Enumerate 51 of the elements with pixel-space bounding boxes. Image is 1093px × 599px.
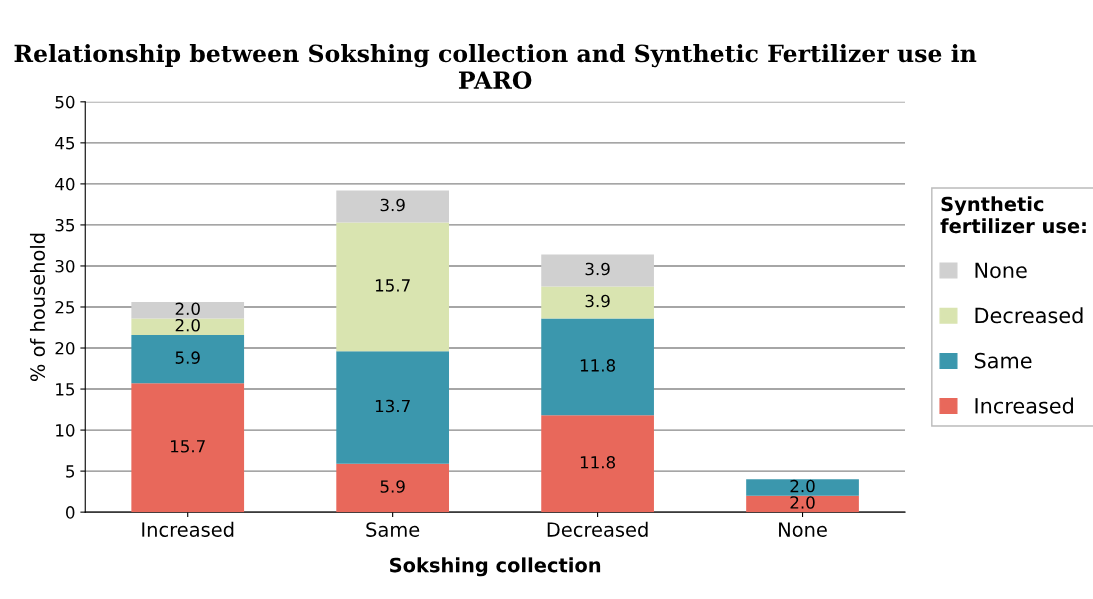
bar bbox=[131, 334, 245, 384]
legend-label: Increased bbox=[975, 397, 1073, 414]
y-tick-label: 5 bbox=[66, 465, 75, 478]
bar bbox=[336, 222, 450, 352]
data-label: 11.8 bbox=[580, 359, 616, 372]
data-label: 3.9 bbox=[585, 262, 610, 276]
data-label: 2.0 bbox=[790, 479, 815, 493]
legend-label: Decreased bbox=[975, 307, 1083, 324]
bar bbox=[541, 415, 654, 513]
bar bbox=[336, 190, 450, 223]
data-label: 15.7 bbox=[171, 440, 205, 453]
bar bbox=[336, 463, 450, 513]
bar bbox=[541, 318, 654, 416]
chart-title: Relationship between Sokshing collection and Synthetic Fertilizer use in PARO bbox=[14, 44, 977, 90]
bar bbox=[131, 383, 245, 513]
data-label: 2.0 bbox=[790, 496, 815, 509]
bar bbox=[131, 302, 245, 319]
x-tick-label: None bbox=[779, 522, 827, 537]
legend-label: Same bbox=[974, 352, 1032, 369]
y-tick-label: 40 bbox=[55, 177, 75, 191]
bar bbox=[541, 286, 654, 319]
x-tick-label: Decreased bbox=[547, 521, 648, 537]
y-tick-label: 0 bbox=[66, 506, 75, 519]
legend-title: Synthetic fertilizer use: bbox=[940, 196, 1086, 234]
data-label: 5.9 bbox=[380, 480, 405, 493]
legend-label: None bbox=[975, 262, 1027, 279]
y-axis-title: % of household bbox=[29, 233, 45, 382]
bar bbox=[746, 495, 859, 513]
y-tick-label: 35 bbox=[55, 218, 75, 232]
x-axis-title: Sokshing collection bbox=[390, 557, 601, 577]
y-tick-label: 20 bbox=[55, 341, 75, 355]
bar bbox=[336, 351, 450, 464]
bar bbox=[131, 318, 245, 335]
data-label: 2.0 bbox=[175, 318, 200, 332]
bar bbox=[541, 254, 654, 287]
data-label: 2.0 bbox=[175, 302, 200, 316]
data-label: 5.9 bbox=[175, 351, 200, 364]
bar bbox=[746, 479, 859, 496]
data-label: 15.7 bbox=[375, 279, 410, 292]
x-tick-label: Same bbox=[366, 522, 420, 537]
y-tick-label: 15 bbox=[56, 383, 75, 396]
y-tick-label: 50 bbox=[55, 95, 75, 109]
y-tick-label: 10 bbox=[56, 424, 75, 437]
data-label: 3.9 bbox=[585, 294, 610, 308]
y-tick-label: 25 bbox=[55, 300, 75, 314]
data-label: 11.8 bbox=[580, 455, 616, 469]
data-label: 13.7 bbox=[375, 399, 410, 413]
data-label: 3.9 bbox=[380, 198, 405, 212]
y-tick-label: 30 bbox=[55, 259, 75, 273]
x-tick-label: Increased bbox=[142, 521, 234, 537]
y-tick-label: 45 bbox=[55, 137, 75, 150]
